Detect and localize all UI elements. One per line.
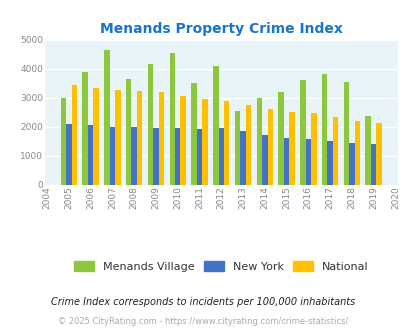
Bar (326, 141, 332, 185)
Bar (109, 127, 115, 185)
Text: Crime Index corresponds to incidents per 100,000 inhabitants: Crime Index corresponds to incidents per… (51, 297, 354, 307)
Bar (348, 143, 354, 185)
Bar (283, 138, 289, 185)
Bar (267, 109, 272, 185)
Bar (66, 124, 71, 185)
Bar (299, 80, 305, 185)
Bar (169, 53, 175, 185)
Bar (310, 114, 316, 185)
Bar (131, 127, 136, 185)
Bar (364, 116, 370, 185)
Bar (88, 125, 93, 185)
Title: Menands Property Crime Index: Menands Property Crime Index (100, 22, 342, 36)
Bar (218, 128, 224, 185)
Bar (375, 123, 381, 185)
Bar (158, 92, 164, 185)
Bar (82, 72, 88, 185)
Bar (71, 85, 77, 185)
Bar (104, 50, 109, 185)
Bar (262, 135, 267, 185)
Bar (321, 74, 326, 185)
Bar (343, 82, 348, 185)
Bar (278, 92, 283, 185)
Bar (153, 128, 158, 185)
Bar (224, 101, 229, 185)
Bar (256, 98, 262, 185)
Bar (180, 96, 185, 185)
Bar (136, 91, 142, 185)
Bar (213, 66, 218, 185)
Bar (147, 64, 153, 185)
Bar (93, 87, 98, 185)
Bar (126, 79, 131, 185)
Bar (175, 128, 180, 185)
Bar (191, 83, 196, 185)
Bar (370, 145, 375, 185)
Bar (245, 105, 251, 185)
Bar (196, 129, 202, 185)
Bar (115, 90, 120, 185)
Legend: Menands Village, New York, National: Menands Village, New York, National (69, 256, 373, 278)
Bar (289, 113, 294, 185)
Bar (305, 140, 310, 185)
Bar (240, 131, 245, 185)
Bar (332, 116, 337, 185)
Bar (202, 99, 207, 185)
Text: © 2025 CityRating.com - https://www.cityrating.com/crime-statistics/: © 2025 CityRating.com - https://www.city… (58, 317, 347, 326)
Bar (354, 121, 359, 185)
Bar (61, 98, 66, 185)
Bar (234, 111, 240, 185)
